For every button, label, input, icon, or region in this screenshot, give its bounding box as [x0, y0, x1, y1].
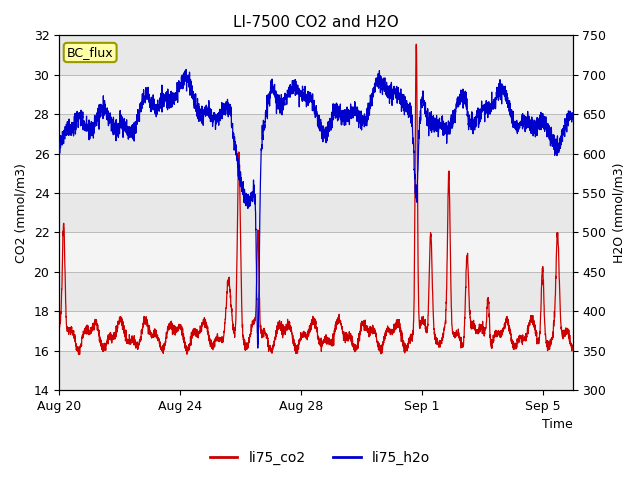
Bar [59, 232, 573, 272]
Bar [59, 272, 573, 312]
Text: BC_flux: BC_flux [67, 46, 113, 59]
X-axis label: Time: Time [542, 419, 573, 432]
Bar [59, 312, 573, 351]
Bar [59, 75, 573, 114]
Bar [59, 114, 573, 154]
Legend: li75_co2, li75_h2o: li75_co2, li75_h2o [204, 445, 436, 471]
Title: LI-7500 CO2 and H2O: LI-7500 CO2 and H2O [233, 15, 399, 30]
Bar [59, 154, 573, 193]
Y-axis label: H2O (mmol/m3): H2O (mmol/m3) [612, 162, 625, 263]
Y-axis label: CO2 (mmol/m3): CO2 (mmol/m3) [15, 163, 28, 263]
Bar [59, 351, 573, 390]
Bar [59, 36, 573, 75]
Bar [59, 193, 573, 232]
